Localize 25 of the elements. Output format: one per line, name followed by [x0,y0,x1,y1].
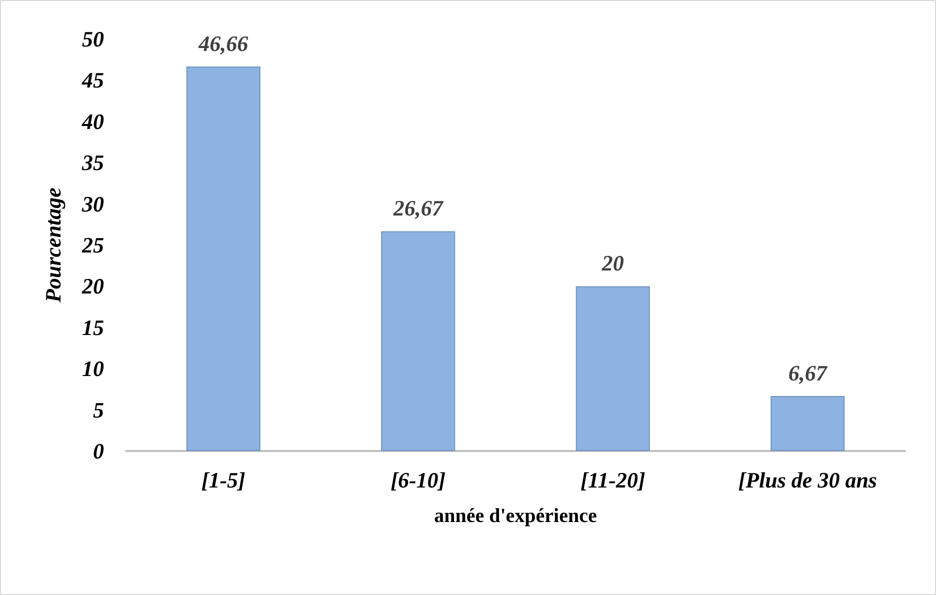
y-tick-label: 10 [82,356,104,382]
y-tick-label: 0 [93,438,104,464]
data-label: 46,66 [198,31,248,56]
y-axis-title: Pourcentage [40,187,66,304]
x-tick-label: [11-20] [580,468,646,492]
y-tick-label: 20 [81,274,104,299]
bar [186,66,260,451]
x-tick-label: [Plus de 30 ans [738,468,877,492]
data-label: 20 [600,250,624,276]
y-tick-label: 35 [81,150,104,176]
bar [381,231,456,451]
bar [576,286,650,451]
y-tick-label: 25 [81,232,104,258]
x-tick-label: [1-5] [201,468,246,492]
bar [770,396,845,451]
x-axis-title: année d'expérience [434,505,597,527]
data-label: 26,67 [392,196,444,221]
y-tick-label: 40 [81,108,104,134]
y-tick-label: 15 [82,314,104,340]
x-tick-label: [6-10] [390,468,446,492]
y-tick-label: 50 [82,26,104,52]
y-tick-label: 45 [81,68,104,93]
data-label: 6,67 [788,360,828,386]
y-tick-label: 30 [81,191,104,216]
y-tick-label: 5 [93,397,104,422]
